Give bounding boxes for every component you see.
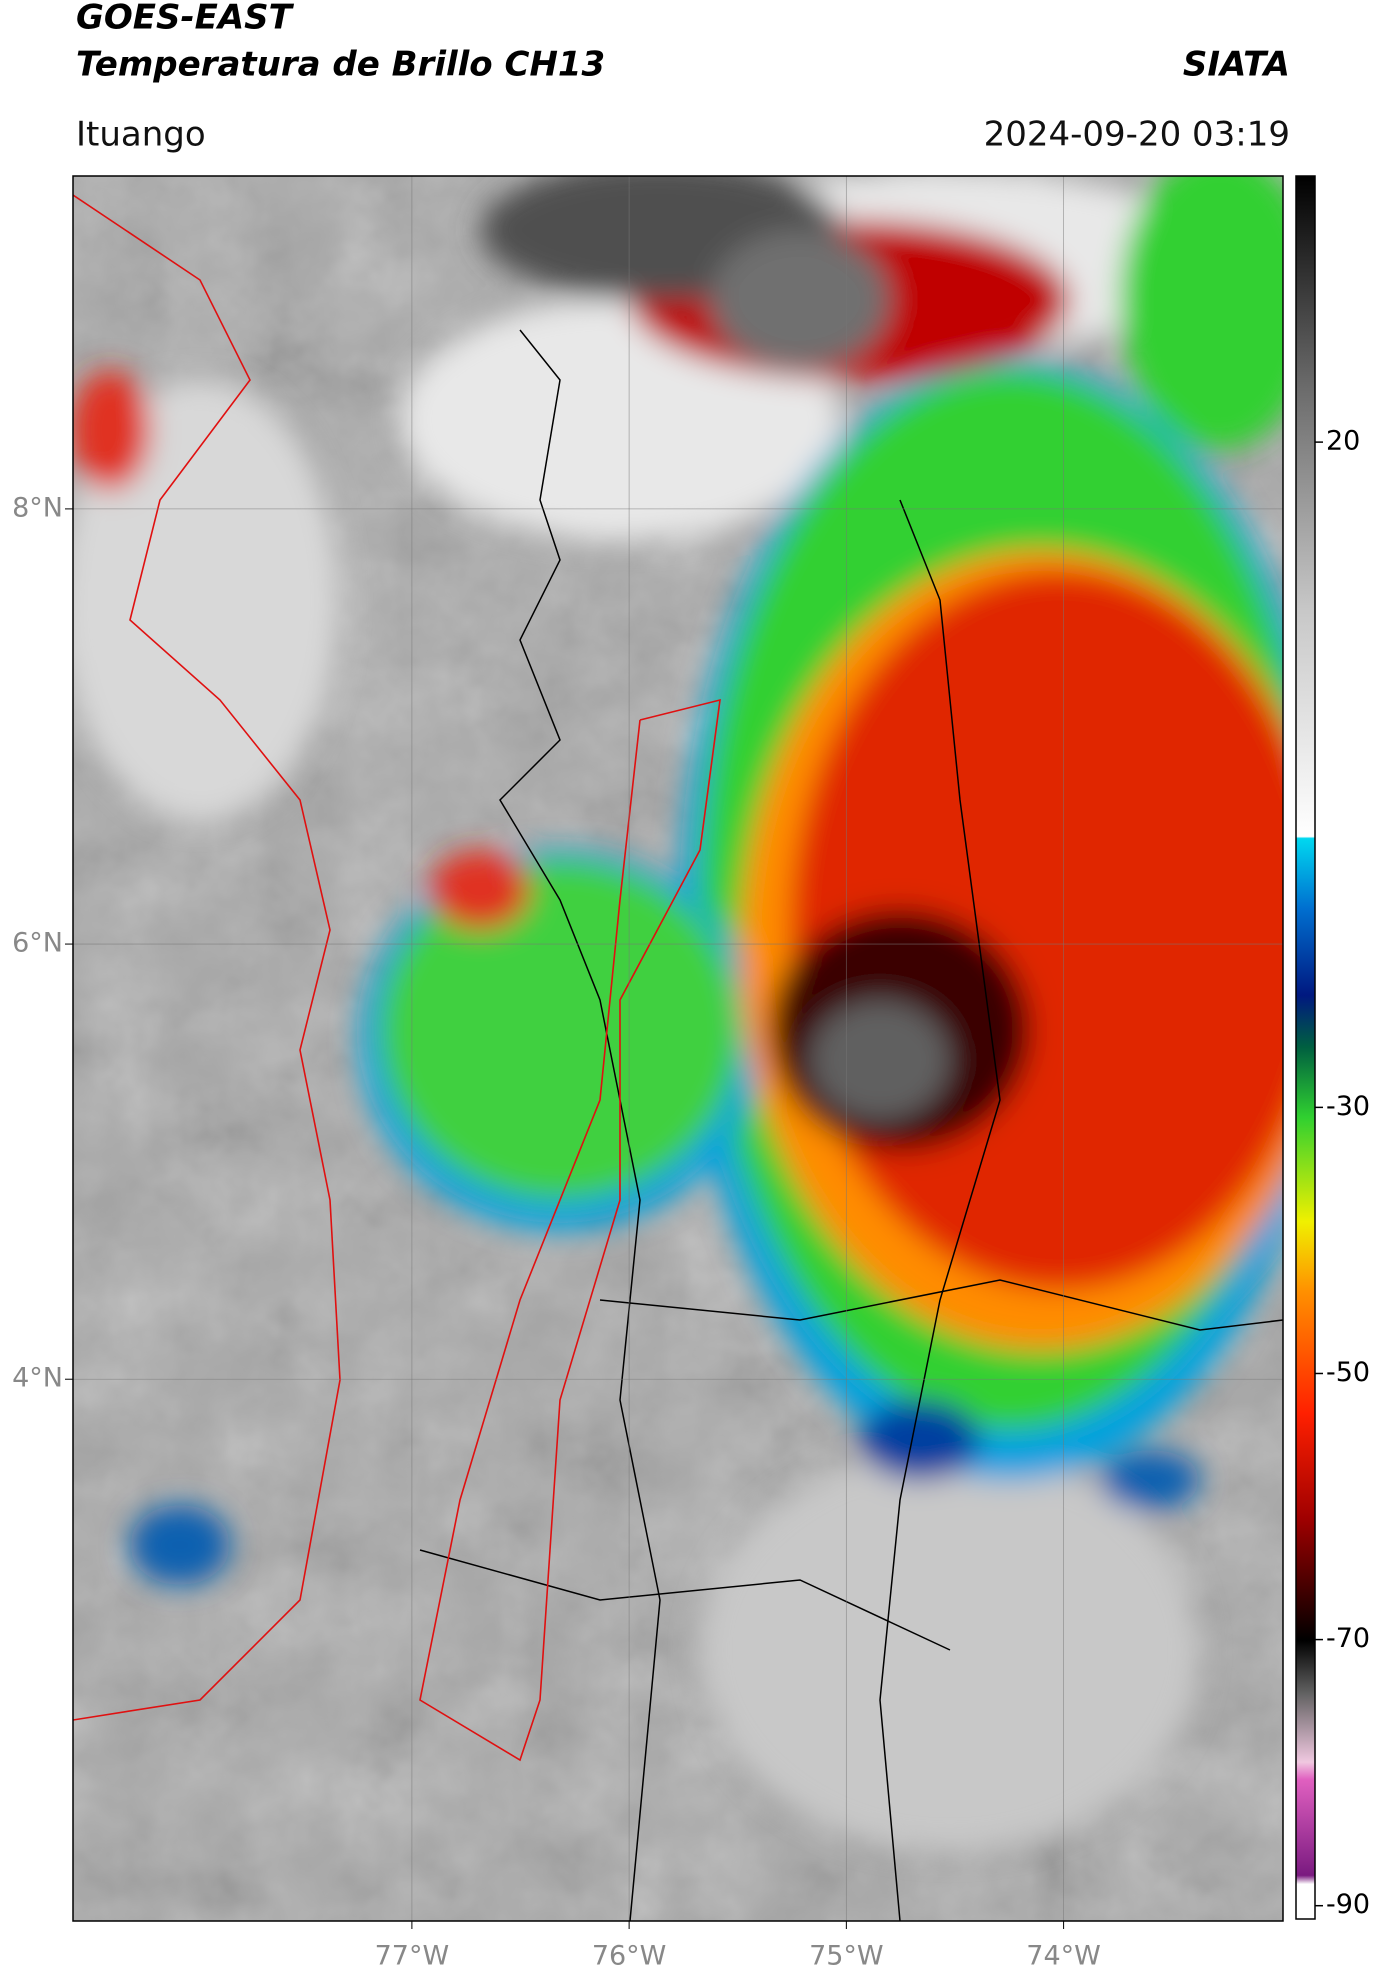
brand: SIATA: [1183, 45, 1290, 85]
datetime: 2024-09-20 03:19: [984, 115, 1290, 155]
x-tick-label: 74°W: [1026, 1941, 1101, 1972]
colorbar-tick-label: 20: [1326, 426, 1360, 457]
colorbar-tick-label: -70: [1326, 1623, 1370, 1654]
colorbar-tick-label: -90: [1326, 1889, 1370, 1920]
x-tick-label: 77°W: [375, 1941, 450, 1972]
location: Ituango: [76, 115, 206, 155]
subtitle: Temperatura de Brillo CH13: [76, 45, 605, 85]
title: GOES-EAST: [76, 0, 295, 38]
colorbar: [1295, 175, 1316, 1920]
x-tick-label: 76°W: [592, 1941, 667, 1972]
map-frame: [72, 175, 1284, 1922]
y-tick-label: 8°N: [12, 492, 63, 523]
y-tick-label: 6°N: [12, 928, 63, 959]
colorbar-tick-label: -50: [1326, 1357, 1370, 1388]
y-tick-label: 4°N: [12, 1363, 63, 1394]
x-tick-label: 75°W: [809, 1941, 884, 1972]
colorbar-tick-label: -30: [1326, 1091, 1370, 1122]
grid: [73, 176, 1283, 1921]
satellite-image: [73, 176, 1283, 1921]
